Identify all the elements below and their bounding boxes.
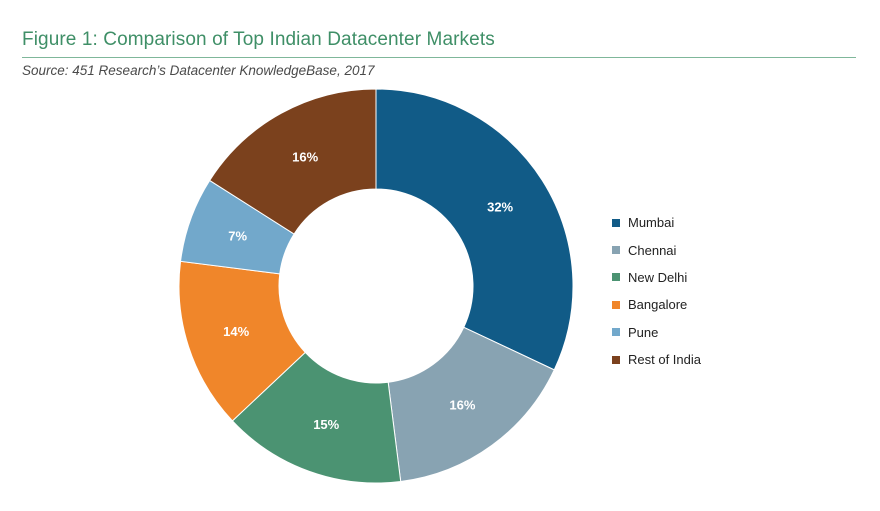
legend-label: Chennai [628, 242, 677, 258]
slice-rest-of-india [208, 88, 377, 235]
data-label-chennai: 16% [449, 397, 475, 412]
chart-title: Figure 1: Comparison of Top Indian Datac… [22, 29, 495, 50]
legend-swatch [612, 300, 620, 309]
legend-label: Mumbai [628, 215, 675, 231]
legend-item-pune: Pune [612, 319, 701, 346]
legend-item-new-delhi: New Delhi [612, 264, 701, 291]
legend-item-bangalore: Bangalore [612, 291, 701, 318]
legend-label: Bangalore [628, 297, 688, 313]
legend-label: Rest of India [628, 352, 701, 368]
legend-swatch [612, 246, 620, 255]
data-label-bangalore: 14% [223, 324, 249, 339]
legend-swatch [612, 328, 620, 337]
data-label-pune: 7% [228, 229, 247, 244]
legend-item-rest-of-india: Rest of India [612, 346, 701, 373]
slice-mumbai [375, 88, 574, 371]
legend-swatch [612, 218, 620, 227]
legend-item-chennai: Chennai [612, 236, 701, 263]
donut-slices [178, 88, 574, 484]
legend-label: Pune [628, 324, 659, 340]
legend-label: New Delhi [628, 269, 688, 285]
chart-legend: Mumbai Chennai New Delhi Bangalore Pune Rest … [612, 209, 701, 373]
legend-item-mumbai: Mumbai [612, 209, 701, 236]
title-divider [22, 57, 856, 58]
chart-source: Source: 451 Research’s Datacenter Knowle… [22, 63, 375, 78]
legend-swatch [612, 355, 620, 364]
legend-swatch [612, 273, 620, 282]
data-label-mumbai: 32% [487, 200, 513, 215]
donut-data-labels: 32% 16% 15% 14% 7% 16% [223, 150, 513, 432]
data-label-rest-of-india: 16% [292, 150, 318, 165]
slice-chennai [387, 326, 555, 483]
data-label-new-delhi: 15% [313, 417, 339, 432]
